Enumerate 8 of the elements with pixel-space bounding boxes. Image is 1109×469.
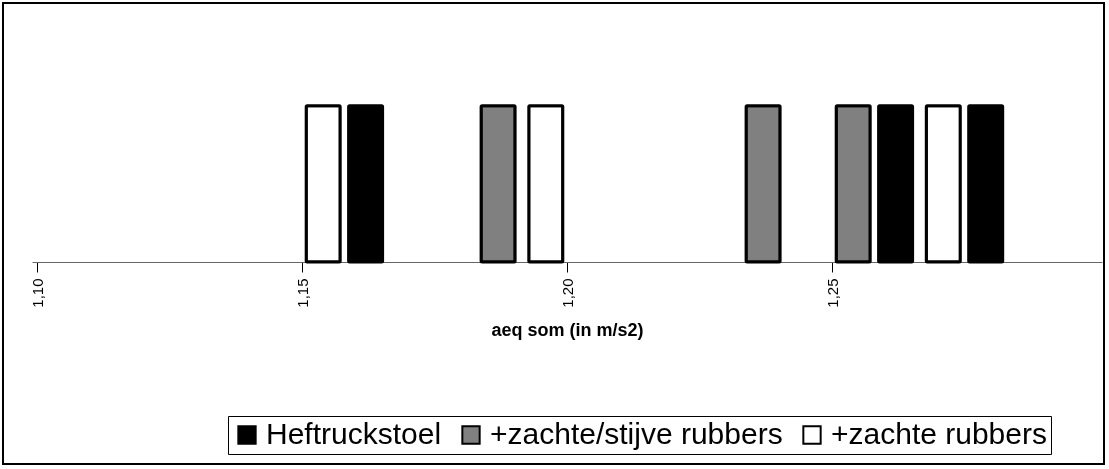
legend-label: +zachte/stijve rubbers (490, 417, 783, 450)
x-tick-label: 1,20 (558, 278, 576, 308)
legend-label: +zachte rubbers (831, 417, 1047, 450)
x-tick-label: 1,10 (28, 278, 46, 308)
x-tick-label: 1,25 (823, 278, 841, 308)
x-tick-label: 1,15 (293, 278, 311, 308)
legend-label: Heftruckstoel (266, 417, 442, 450)
x-axis-title: aeq som (in m/s2) (491, 319, 644, 340)
